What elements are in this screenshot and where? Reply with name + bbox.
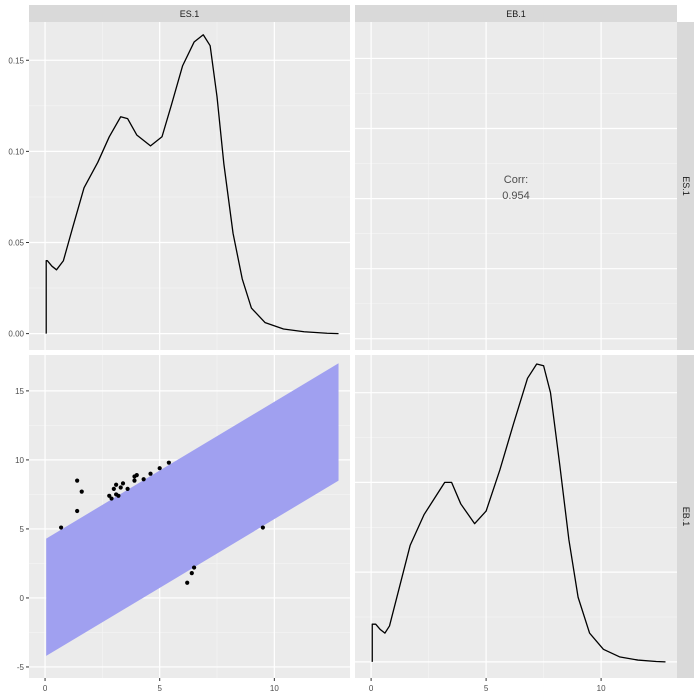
y-axis-scatter-tick-label-2: 5 (20, 525, 25, 534)
scatter-point-20 (185, 580, 190, 585)
scatter-point-8 (114, 482, 119, 487)
strip-label-top-left: ES.1 (180, 9, 200, 19)
correlation-background (355, 22, 677, 350)
correlation-panel (355, 22, 677, 350)
scatter-point-12 (125, 486, 130, 491)
strip-label-top-right: EB.1 (506, 9, 526, 19)
scatter-point-4 (107, 493, 112, 498)
scatter-point-22 (191, 565, 197, 570)
scatter-point-5 (109, 496, 114, 501)
density-es1-background (29, 22, 350, 350)
x-axis-density-eb1: 0 5 10 (369, 678, 606, 693)
y-axis-scatter: -5 0 5 10 15 (15, 387, 29, 672)
y-axis-density-tick-label-0: 0.00 (8, 330, 24, 339)
density-panel-eb1 (355, 355, 677, 678)
strip-label-right-top: ES.1 (681, 176, 691, 196)
scatter-point-14 (132, 478, 137, 483)
strip-label-right-bottom: EB.1 (681, 507, 691, 527)
strip-top-right (355, 5, 677, 22)
scatter-panel (29, 355, 350, 678)
strip-right-top (677, 22, 694, 350)
scatter-point-23 (260, 525, 265, 530)
correlation-label: Corr: (504, 174, 528, 186)
scatter-point-2 (75, 508, 80, 514)
x-axis-scatter-tick-label-1: 5 (157, 684, 162, 693)
y-axis-density-tick-label-1: 0.05 (8, 238, 24, 247)
y-axis-scatter-tick-label-4: 15 (15, 387, 24, 396)
density-panel-es1 (29, 22, 350, 350)
scatter-point-3 (79, 489, 84, 494)
scatter-point-11 (120, 481, 126, 486)
scatter-point-6 (111, 486, 116, 491)
scatter-point-15 (134, 472, 139, 478)
scatter-point-18 (157, 466, 162, 471)
correlation-value: 0.954 (502, 190, 530, 202)
scatter-point-9 (116, 493, 121, 498)
strip-right-bottom (677, 355, 694, 678)
y-axis-density-es1: 0.00 0.05 0.10 0.15 (8, 56, 29, 339)
x-axis-density-eb1-tick-label-1: 5 (484, 684, 489, 693)
y-axis-density-tick-label-3: 0.15 (8, 56, 24, 65)
strip-top-left (29, 5, 350, 22)
scatter-point-21 (189, 570, 194, 576)
x-axis-scatter: 0 5 10 (43, 678, 279, 693)
scatter-point-17 (148, 471, 153, 476)
scatter-point-16 (141, 477, 146, 482)
density-eb1-background (355, 355, 677, 678)
density-eb1-curve (371, 363, 666, 663)
density-es1-curve (45, 34, 339, 335)
y-axis-scatter-tick-label-1: 0 (20, 594, 25, 603)
y-axis-scatter-tick-label-0: -5 (17, 663, 25, 672)
y-axis-density-tick-label-2: 0.10 (8, 147, 24, 156)
prediction-band (46, 363, 339, 656)
y-axis-scatter-tick-label-3: 10 (15, 456, 24, 465)
x-axis-density-eb1-tick-label-0: 0 (369, 684, 374, 693)
scatter-point-10 (118, 485, 123, 490)
x-axis-scatter-tick-label-0: 0 (43, 684, 48, 693)
scatter-point-0 (59, 525, 64, 530)
correlation-overlay (355, 22, 677, 350)
x-axis-density-eb1-tick-label-2: 10 (597, 684, 606, 693)
scatter-point-19 (166, 460, 171, 465)
x-axis-scatter-tick-label-2: 10 (270, 684, 279, 693)
scatter-point-1 (75, 478, 80, 483)
